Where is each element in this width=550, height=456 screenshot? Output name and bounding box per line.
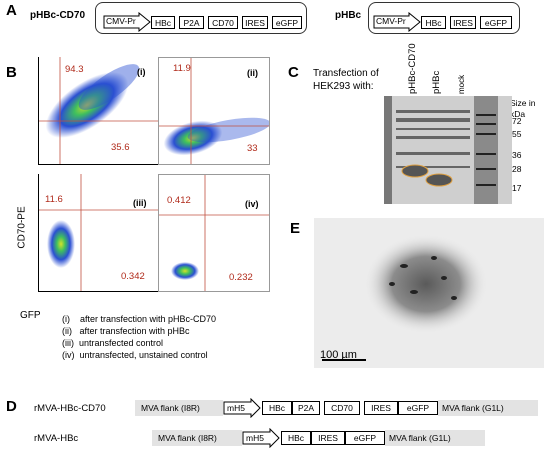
egfp-element: eGFP xyxy=(272,16,302,29)
flow-y-axis-label: CD70-PE xyxy=(16,206,28,249)
plot-i-lower-right-value: 35.6 xyxy=(111,142,130,153)
marker-36: 36 xyxy=(512,150,522,160)
egfp-element-2: eGFP xyxy=(480,16,512,29)
rmva-hbc-element-1: HBc xyxy=(262,401,292,415)
cmv-promoter-label: CMV-Pr xyxy=(106,16,136,26)
legend-line-ii: (ii) after transfection with pHBc xyxy=(62,326,190,336)
plot-iii-upper-left-value: 11.6 xyxy=(45,194,63,205)
blot-caption-line2: HEK293 with: xyxy=(313,81,374,92)
cd70-element: CD70 xyxy=(208,16,238,29)
ires-element: IRES xyxy=(242,16,268,29)
marker-55: 55 xyxy=(512,129,522,139)
panel-d-letter: D xyxy=(6,398,17,415)
rmva-cd70-element-1: CD70 xyxy=(324,401,360,415)
plasmid-outline-phbc-cd70 xyxy=(95,2,307,34)
construct-phbc-title: pHBc xyxy=(335,10,362,21)
rmva-egfp-element-2: eGFP xyxy=(345,431,385,445)
legend-line-i: (i) after transfection with pHBc-CD70 xyxy=(62,314,217,324)
mva-flank-right-1: MVA flank (G1L) xyxy=(438,400,538,416)
hbc-element-2: HBc xyxy=(421,16,446,29)
lane-label-mock: mock xyxy=(457,74,466,94)
cmv-promoter-arrow xyxy=(103,12,151,32)
plot-ii-lower-right-value: 33 xyxy=(247,143,258,154)
plot-i-upper-left-value: 94.3 xyxy=(65,64,84,75)
mh5-promoter-arrow-1 xyxy=(223,398,261,418)
panel-b-letter: B xyxy=(6,64,17,81)
plasmid-outline-phbc xyxy=(368,2,520,34)
rmva-p2a-element-1: P2A xyxy=(292,401,320,415)
flow-plot-ii-canvas xyxy=(159,58,269,164)
plot-ii-label: (ii) xyxy=(247,68,258,78)
scale-bar-label: 100 µm xyxy=(320,349,357,361)
mva-flank-left-1: MVA flank (I8R) xyxy=(135,400,223,416)
mh5-promoter-arrow-2 xyxy=(242,428,280,448)
legend-line-iv: (iv) untransfected, unstained control xyxy=(62,350,208,360)
mh5-promoter-label-2: mH5 xyxy=(246,433,264,443)
cmv-promoter-arrow-2 xyxy=(373,12,421,32)
size-unit: kDa xyxy=(510,109,526,119)
cmv-promoter-label-2: CMV-Pr xyxy=(376,16,406,26)
hbc-element: HBc xyxy=(151,16,175,29)
mh5-promoter-label-1: mH5 xyxy=(227,403,245,413)
fluorescence-micrograph xyxy=(314,218,544,368)
panel-e-letter: E xyxy=(290,220,301,237)
panel-a-letter: A xyxy=(6,2,17,19)
plot-iv-label: (iv) xyxy=(245,199,259,209)
flow-x-axis-label: GFP xyxy=(20,310,41,321)
flow-plot-iii: 11.6 0.342 (iii) xyxy=(38,174,158,292)
plot-iii-lower-right-value: 0.342 xyxy=(121,271,145,282)
lane-label-phbc: pHBc xyxy=(431,70,442,94)
flow-plot-iv: 0.412 0.232 (iv) xyxy=(158,174,270,292)
flow-plot-iv-canvas xyxy=(159,175,269,291)
rmva-ires-element-1: IRES xyxy=(364,401,398,415)
blot-caption-line1: Transfection of xyxy=(313,68,379,79)
marker-72: 72 xyxy=(512,116,522,126)
flow-plot-i: 94.3 35.6 (i) xyxy=(38,57,158,165)
marker-28: 28 xyxy=(512,164,522,174)
rmva-ires-element-2: IRES xyxy=(311,431,345,445)
rmva-hbc-element-2: HBc xyxy=(281,431,311,445)
western-blot-image xyxy=(384,96,512,204)
plot-iii-label: (iii) xyxy=(133,198,147,208)
rmva-egfp-element-1: eGFP xyxy=(398,401,438,415)
lane-label-phbc-cd70: pHBc-CD70 xyxy=(407,43,418,94)
construct-rmva-hbc-cd70-title: rMVA-HBc-CD70 xyxy=(34,403,106,414)
mva-flank-right-2: MVA flank (G1L) xyxy=(385,430,485,446)
plot-iv-lower-right-value: 0.232 xyxy=(229,272,253,283)
ires-element-2: IRES xyxy=(450,16,476,29)
flow-plot-ii: 11.9 33 (ii) xyxy=(158,57,270,165)
construct-rmva-hbc-title: rMVA-HBc xyxy=(34,433,79,444)
size-label: Size in xyxy=(510,98,536,108)
marker-17: 17 xyxy=(512,183,522,193)
flow-plot-iii-canvas xyxy=(39,174,158,291)
plot-iv-upper-left-value: 0.412 xyxy=(167,195,191,206)
p2a-element: P2A xyxy=(179,16,204,29)
panel-c-letter: C xyxy=(288,64,299,81)
construct-phbc-cd70-title: pHBc-CD70 xyxy=(30,10,86,21)
flow-plot-i-canvas xyxy=(39,57,158,164)
plot-i-label: (i) xyxy=(137,67,146,77)
plot-ii-upper-left-value: 11.9 xyxy=(173,63,191,74)
legend-line-iii: (iii) untransfected control xyxy=(62,338,164,348)
mva-flank-left-2: MVA flank (I8R) xyxy=(152,430,242,446)
